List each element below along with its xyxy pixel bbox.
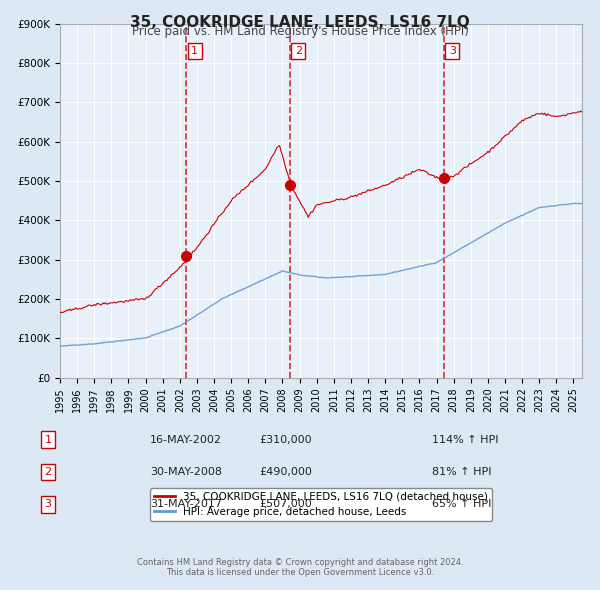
Text: £507,000: £507,000 xyxy=(259,500,312,509)
Text: 31-MAY-2017: 31-MAY-2017 xyxy=(150,500,222,509)
Text: 2: 2 xyxy=(295,46,302,56)
Text: 1: 1 xyxy=(44,435,52,444)
Text: £310,000: £310,000 xyxy=(259,435,312,444)
Text: 3: 3 xyxy=(44,500,52,509)
Text: 81% ↑ HPI: 81% ↑ HPI xyxy=(432,467,491,477)
Text: Contains HM Land Registry data © Crown copyright and database right 2024.
This d: Contains HM Land Registry data © Crown c… xyxy=(137,558,463,577)
Text: 114% ↑ HPI: 114% ↑ HPI xyxy=(432,435,499,444)
Text: 16-MAY-2002: 16-MAY-2002 xyxy=(150,435,222,444)
Text: 35, COOKRIDGE LANE, LEEDS, LS16 7LQ: 35, COOKRIDGE LANE, LEEDS, LS16 7LQ xyxy=(130,15,470,30)
Text: Price paid vs. HM Land Registry's House Price Index (HPI): Price paid vs. HM Land Registry's House … xyxy=(131,25,469,38)
Text: 3: 3 xyxy=(449,46,456,56)
Text: 1: 1 xyxy=(191,46,199,56)
Text: £490,000: £490,000 xyxy=(259,467,312,477)
Text: 2: 2 xyxy=(44,467,52,477)
Text: 65% ↑ HPI: 65% ↑ HPI xyxy=(432,500,491,509)
Text: 30-MAY-2008: 30-MAY-2008 xyxy=(150,467,222,477)
Legend: 35, COOKRIDGE LANE, LEEDS, LS16 7LQ (detached house), HPI: Average price, detach: 35, COOKRIDGE LANE, LEEDS, LS16 7LQ (det… xyxy=(150,487,492,521)
